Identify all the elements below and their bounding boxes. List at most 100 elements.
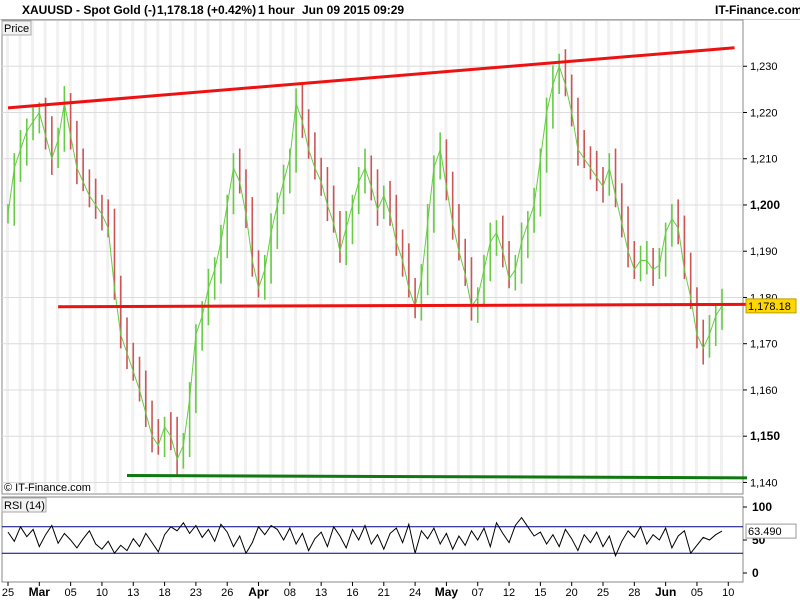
x-tick-label: 13 (315, 587, 327, 599)
session-shade (81, 21, 85, 493)
price-tick-label: 1,220 (750, 107, 778, 119)
rsi-panel (1, 496, 744, 583)
x-tick-label: 07 (472, 587, 484, 599)
price-tick-label: 1,200 (750, 198, 780, 212)
session-shade (444, 21, 448, 493)
x-tick-label: 26 (221, 587, 233, 599)
session-shade (43, 21, 47, 493)
x-tick-label: 05 (65, 587, 77, 599)
rsi-panel-label: RSI (14) (4, 500, 45, 512)
session-shade (294, 21, 298, 493)
session-shade (181, 21, 185, 493)
rsi-current-tag (745, 523, 797, 539)
session-shade (56, 21, 60, 493)
brand-label: IT-Finance.com (715, 3, 800, 17)
x-tick-label: 15 (534, 587, 546, 599)
session-shade (231, 21, 235, 493)
session-shade (669, 21, 673, 493)
session-shade (31, 21, 35, 493)
x-tick-label: Jun (655, 585, 676, 599)
session-shade (156, 21, 160, 493)
session-shade (193, 21, 197, 493)
session-shade (331, 21, 335, 493)
x-tick-label: 10 (722, 587, 734, 599)
session-shade (244, 21, 247, 493)
price-tick-label: 1,140 (750, 477, 778, 489)
x-tick-label: 08 (284, 587, 296, 599)
session-shade (118, 21, 122, 493)
support-trendline (58, 302, 748, 309)
session-shade (106, 21, 110, 493)
last-price-change: 1,178.18 (+0.42%) (157, 3, 257, 17)
session-shade (569, 21, 573, 493)
price-panel-label: Price (4, 23, 29, 35)
title-bar: XAUUSD - Spot Gold (-) 1,178.18 (+0.42%)… (0, 0, 800, 20)
price-tick-label: 1,160 (750, 385, 778, 397)
session-shade (93, 21, 97, 493)
session-shade (431, 21, 435, 493)
rsi-current-label: 63.490 (748, 526, 782, 538)
price-tick-label: 1,150 (750, 429, 780, 443)
rsi-tick-label: 0 (752, 566, 759, 580)
session-shade (319, 21, 323, 493)
session-shade (356, 21, 360, 493)
session-shade (419, 21, 423, 493)
session-shade (206, 21, 210, 493)
lower-trendline (126, 474, 748, 480)
x-tick-label: 12 (503, 587, 515, 599)
x-tick-label: Apr (248, 585, 269, 599)
session-shade (68, 21, 72, 493)
rsi-line (7, 516, 723, 558)
price-tick-label: 1,190 (750, 246, 778, 258)
session-shade (6, 21, 9, 493)
session-shade (306, 21, 310, 493)
timeframe-label: 1 hour (258, 3, 295, 17)
watermark-text: © IT-Finance.com (4, 482, 91, 494)
session-shade (494, 21, 498, 493)
x-tick-label: 24 (409, 587, 421, 599)
session-shade (607, 21, 611, 493)
price-tick-label: 1,230 (750, 61, 778, 73)
price-series-line (7, 64, 723, 461)
price-tick-label: 1,170 (750, 339, 778, 351)
x-tick-label: 10 (96, 587, 108, 599)
session-shade (594, 21, 598, 493)
current-price-tag (745, 298, 797, 314)
x-tick-label: 16 (346, 587, 358, 599)
timestamp-label: Jun 09 2015 09:29 (302, 3, 405, 17)
symbol-title: XAUUSD - Spot Gold (-) (22, 3, 156, 17)
session-shade (720, 21, 723, 493)
x-tick-label: 18 (158, 587, 170, 599)
session-shade (131, 21, 135, 493)
session-shade (18, 21, 22, 493)
price-tick-label: 1,210 (750, 154, 778, 166)
session-shade (469, 21, 473, 493)
session-shade (369, 21, 373, 493)
session-shade (143, 21, 147, 493)
current-price-label: 1,178.18 (748, 301, 791, 313)
x-tick-label: 20 (566, 587, 578, 599)
rsi-label-box (1, 497, 47, 513)
session-shade (619, 21, 623, 493)
x-tick-label: May (435, 585, 459, 599)
session-shade (381, 21, 385, 493)
session-shade (582, 21, 586, 493)
session-shade (281, 21, 285, 493)
session-shade (394, 21, 398, 493)
x-tick-label: 05 (691, 587, 703, 599)
x-tick-label: 25 (597, 587, 609, 599)
x-tick-label: 28 (628, 587, 640, 599)
x-tick-label: 23 (190, 587, 202, 599)
price-label-box (1, 20, 32, 36)
session-shade (694, 21, 698, 493)
x-tick-label: 21 (378, 587, 390, 599)
price-panel (1, 19, 744, 495)
x-tick-label: 13 (127, 587, 139, 599)
session-shade (544, 21, 548, 493)
resistance-trendline (7, 46, 735, 110)
session-shade (532, 21, 536, 493)
x-tick-label: Mar (29, 585, 51, 599)
x-tick-label: 25 (2, 587, 14, 599)
session-shade (557, 21, 561, 493)
